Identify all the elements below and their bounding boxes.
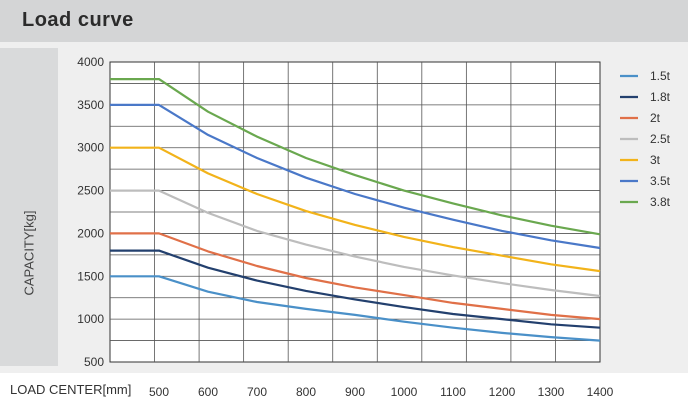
legend-label: 3.5t xyxy=(650,174,671,188)
x-axis-label: LOAD CENTER[mm] xyxy=(10,382,132,397)
series-line xyxy=(110,249,601,329)
x-tick-label: 700 xyxy=(247,385,267,399)
y-tick-label: 2500 xyxy=(77,184,104,198)
series-line xyxy=(110,146,601,273)
x-tick-label: 500 xyxy=(149,385,169,399)
series-line xyxy=(110,232,601,321)
legend-label: 1.5t xyxy=(650,69,671,83)
series-line xyxy=(110,103,601,250)
legend-label: 3.8t xyxy=(650,195,671,209)
x-axis-strip xyxy=(0,373,688,403)
x-tick-label: 600 xyxy=(198,385,218,399)
y-tick-label: 500 xyxy=(84,355,104,369)
x-tick-label: 1000 xyxy=(391,385,418,399)
header-bar: Load curve xyxy=(0,0,688,42)
y-tick-label: 4000 xyxy=(77,55,104,69)
series-line xyxy=(110,189,601,298)
x-tick-label: 900 xyxy=(345,385,365,399)
y-tick-label: 3000 xyxy=(77,141,104,155)
y-tick-label: 1500 xyxy=(77,269,104,283)
y-tick-label: 2000 xyxy=(77,226,104,240)
legend-label: 2.5t xyxy=(650,132,671,146)
x-tick-label: 1100 xyxy=(440,385,466,399)
legend-label: 3t xyxy=(650,153,661,167)
y-tick-label: 1000 xyxy=(77,312,104,326)
x-tick-label: 800 xyxy=(296,385,316,399)
chart-title: Load curve xyxy=(22,9,134,31)
legend-label: 2t xyxy=(650,111,661,125)
y-axis-strip: CAPACITY[kg] xyxy=(0,48,58,366)
x-tick-label: 1400 xyxy=(587,385,614,399)
x-tick-label: 1300 xyxy=(538,385,565,399)
series-line xyxy=(110,77,601,236)
series-line xyxy=(110,275,601,342)
legend-label: 1.8t xyxy=(650,90,671,104)
y-tick-label: 3500 xyxy=(77,98,104,112)
x-tick-label: 1200 xyxy=(489,385,516,399)
